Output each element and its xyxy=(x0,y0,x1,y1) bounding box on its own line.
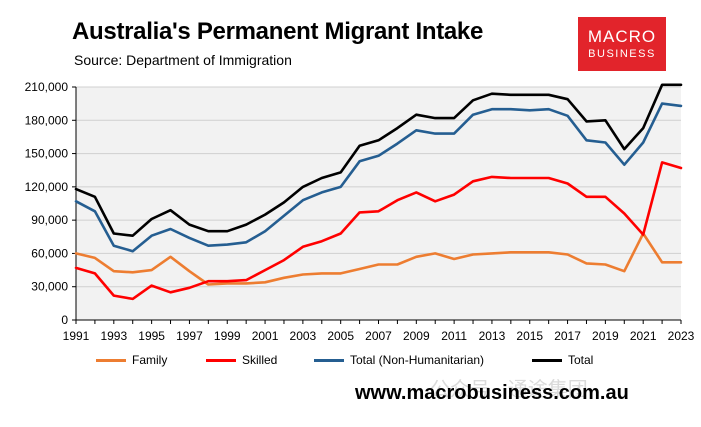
y-tick-label: 150,000 xyxy=(25,147,69,161)
y-tick-label: 180,000 xyxy=(25,113,69,127)
x-tick-label: 1991 xyxy=(63,329,90,343)
series-line-skilled xyxy=(74,161,683,301)
series-line-total xyxy=(74,83,683,237)
legend-swatch-skilled xyxy=(206,358,236,362)
x-tick-label: 2011 xyxy=(441,329,467,343)
logo-line-1: MACRO xyxy=(587,27,657,46)
legend-item-family: Family xyxy=(96,353,167,367)
legend-label-skilled: Skilled xyxy=(242,353,278,367)
plot-area xyxy=(76,87,681,320)
chart-legend: Family Skilled Total (Non-Humanitarian) … xyxy=(96,353,656,371)
logo-line-2: BUSINESS xyxy=(588,48,656,60)
legend-swatch-total-non-humanitarian xyxy=(314,358,344,362)
x-tick-label: 2013 xyxy=(479,329,506,343)
x-tick-label: 2015 xyxy=(516,329,543,343)
legend-swatch-family xyxy=(96,358,126,362)
y-tick-label: 210,000 xyxy=(25,80,69,94)
macrobusiness-logo: MACRO BUSINESS xyxy=(578,17,666,71)
x-tick-label: 2023 xyxy=(668,329,695,343)
series-line-family xyxy=(74,232,683,286)
x-tick-label: 2001 xyxy=(252,329,279,343)
y-tick-label: 0 xyxy=(61,313,68,327)
y-tick-label: 120,000 xyxy=(25,180,69,194)
legend-label-total-non-humanitarian: Total (Non-Humanitarian) xyxy=(350,353,485,367)
legend-item-total-non-humanitarian: Total (Non-Humanitarian) xyxy=(314,353,484,367)
legend-item-skilled: Skilled xyxy=(206,353,277,367)
legend-label-family: Family xyxy=(132,353,168,367)
x-tick-label: 2009 xyxy=(403,329,430,343)
x-tick-label: 2007 xyxy=(365,329,392,343)
x-tick-label: 2003 xyxy=(290,329,317,343)
x-tick-label: 2021 xyxy=(630,329,657,343)
website-url: www.macrobusiness.com.au xyxy=(355,382,629,404)
x-tick-label: 2019 xyxy=(592,329,619,343)
watermark-text: 公众号 · 通途集团 xyxy=(430,379,588,401)
y-tick-label: 30,000 xyxy=(31,280,68,294)
y-tick-label: 60,000 xyxy=(31,246,68,260)
legend-label-total: Total xyxy=(568,353,594,367)
y-tick-label: 90,000 xyxy=(31,213,68,227)
chart-subtitle: Source: Department of Immigration xyxy=(74,52,292,68)
x-tick-label: 2005 xyxy=(327,329,354,343)
x-tick-label: 1993 xyxy=(100,329,127,343)
x-tick-label: 1997 xyxy=(176,329,203,343)
legend-swatch-total xyxy=(532,358,562,362)
series-line-total-non-humanitarian xyxy=(74,102,683,253)
chart-title: Australia's Permanent Migrant Intake xyxy=(72,18,484,45)
x-tick-label: 1999 xyxy=(214,329,241,343)
x-tick-label: 2017 xyxy=(554,329,581,343)
legend-item-total: Total xyxy=(532,353,593,367)
x-tick-label: 1995 xyxy=(138,329,165,343)
